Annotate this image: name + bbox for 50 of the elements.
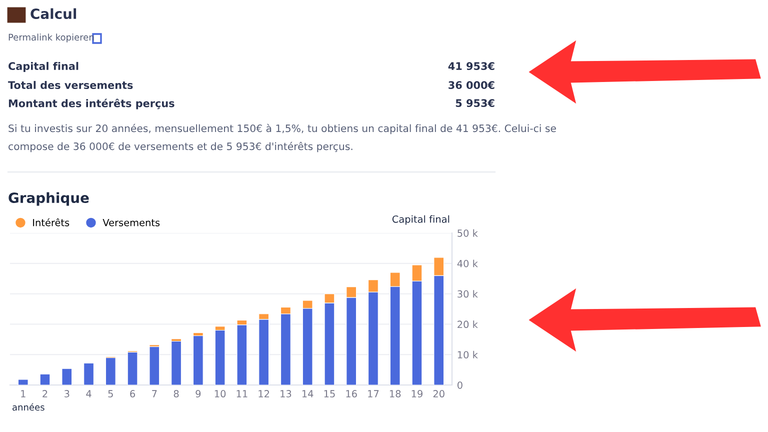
chart-title: Graphique (8, 192, 89, 206)
bar (62, 368, 72, 385)
text: Total des versements (8, 80, 133, 90)
bar (171, 340, 182, 385)
bar (192, 335, 204, 385)
x-tick-label: 5 (108, 390, 113, 398)
text: 36 000€ (448, 81, 494, 90)
x-tick-label: 19 (412, 390, 422, 398)
bar (40, 374, 50, 385)
y-tick-label: 50 k (458, 229, 478, 237)
y-tick-label: 30 k (458, 290, 478, 298)
x-tick-label: 3 (64, 390, 70, 398)
bar (18, 379, 28, 385)
text: compose de 36 000€ de versements et de 5 953€ d'intérêts perçus. (8, 142, 352, 152)
x-tick-label: 9 (196, 390, 201, 398)
x-tick-label: 12 (258, 390, 270, 398)
legend-label: Intérêts (33, 218, 70, 226)
x-tick-label: 8 (174, 390, 179, 398)
text: 41 953€ (448, 62, 494, 70)
x-tick-label: 11 (236, 390, 248, 398)
x-tick-label: 13 (280, 390, 292, 398)
legend-label: Versements (102, 219, 160, 226)
x-tick-label: 6 (130, 390, 136, 398)
text: 5 953€ (456, 99, 494, 108)
x-tick-label: 14 (302, 390, 314, 398)
bar (84, 362, 94, 385)
x-tick-label: 15 (324, 390, 335, 398)
x-tick-label: 18 (390, 390, 401, 398)
y-tick-label: 20 k (458, 320, 478, 328)
text: Capital final (8, 62, 78, 72)
x-tick-label: 20 (433, 390, 444, 398)
x-tick-label: 16 (346, 390, 357, 398)
y-tick-label: 0 (458, 381, 462, 389)
x-tick-label: 2 (42, 390, 48, 398)
text: Calcul (30, 8, 76, 20)
x-axis-title: années (12, 403, 44, 411)
bar (214, 330, 226, 385)
y-tick-label: 10 k (458, 350, 478, 358)
x-tick-label: 17 (368, 390, 379, 398)
y-tick-label: 40 k (457, 260, 478, 268)
bar (149, 346, 160, 385)
x-tick-label: 1 (21, 390, 26, 398)
x-tick-label: 7 (152, 390, 157, 398)
bar (127, 352, 138, 385)
bar (105, 357, 116, 385)
y-axis-title: Capital final (392, 215, 450, 225)
x-tick-label: 4 (86, 390, 92, 398)
text: Montant des intérêts perçus (8, 98, 174, 110)
text: Si tu investis sur 20 années, mensuellement 150€ à 1,5%, tu obtiens un capital final de 41 953€. Celui-ci se (8, 124, 556, 134)
x-tick-label: 10 (214, 390, 226, 398)
